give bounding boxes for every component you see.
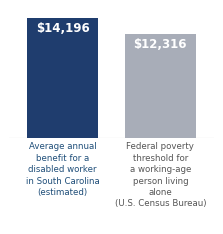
Bar bbox=[125, 34, 196, 138]
Bar bbox=[27, 18, 98, 138]
Text: $12,316: $12,316 bbox=[134, 38, 187, 51]
Text: Average annual
benefit for a
disabled worker
in South Carolina
(estimated): Average annual benefit for a disabled wo… bbox=[26, 142, 99, 197]
Text: Federal poverty
threshold for
a working-age
person living
alone
(U.S. Census Bur: Federal poverty threshold for a working-… bbox=[115, 142, 206, 208]
Text: $14,196: $14,196 bbox=[36, 22, 89, 35]
